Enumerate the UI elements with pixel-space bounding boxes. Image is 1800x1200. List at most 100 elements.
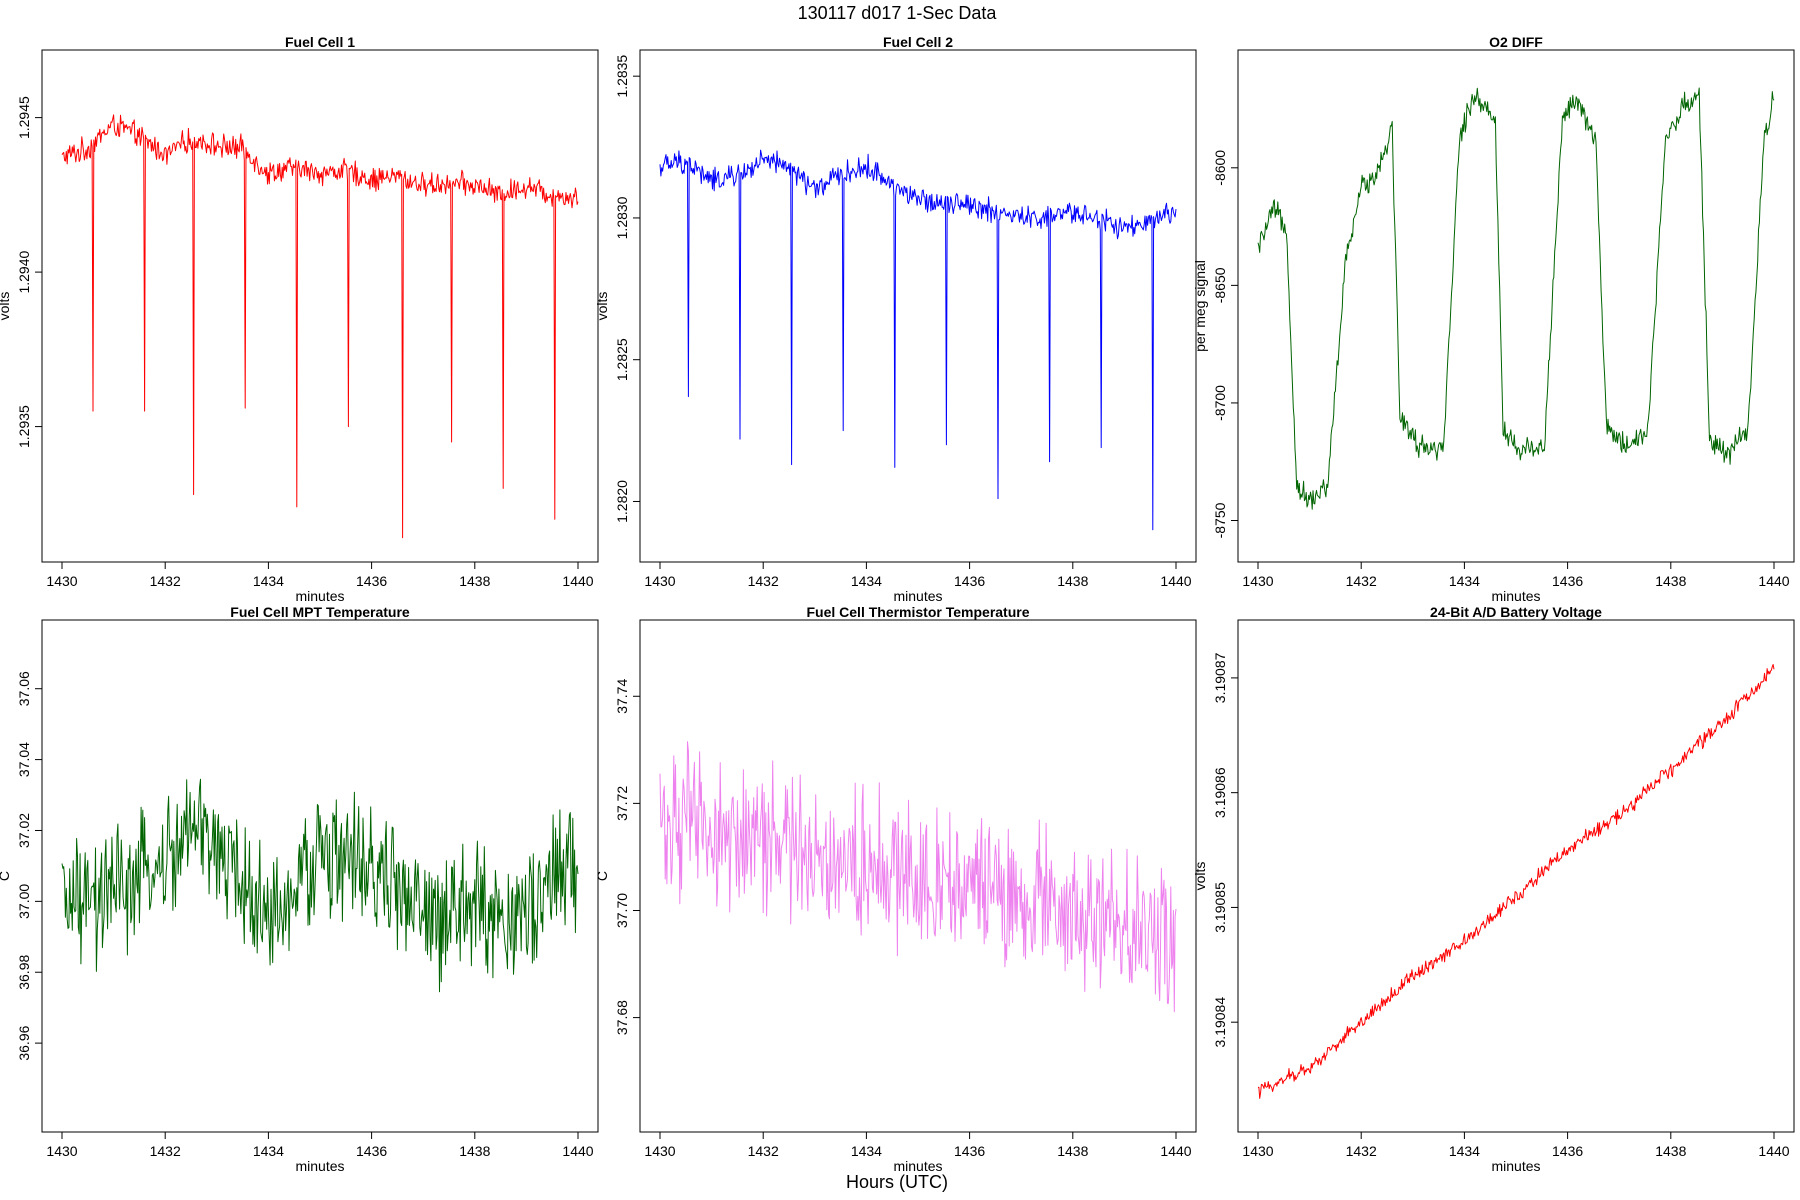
- series-line: [659, 741, 1177, 1013]
- x-axis: 1430 1432 1434 1436 1438 1440 minutes: [1242, 561, 1790, 604]
- x-tick-label: 1440: [1160, 1143, 1191, 1159]
- x-tick-label: 1438: [1057, 1143, 1088, 1159]
- y-tick-label: -8700: [1212, 385, 1228, 421]
- chart-title: Fuel Cell Thermistor Temperature: [806, 604, 1029, 620]
- series-line: [61, 114, 579, 539]
- x-tick-label: 1434: [253, 1143, 284, 1159]
- y-tick-label: 37.70: [614, 893, 630, 928]
- series-line: [659, 149, 1177, 531]
- series-line: [61, 778, 579, 993]
- x-tick-label: 1436: [1552, 573, 1583, 589]
- x-tick-label: 1438: [459, 573, 490, 589]
- panel-grid: Fuel Cell 1 1430 1432 1434 1436 1438 1440 minut…: [0, 34, 1795, 1174]
- x-axis-label: minutes: [1491, 588, 1540, 604]
- chart-panel: Fuel Cell 2 1430 1432 1434 1436 1438 1440 minut…: [594, 34, 1197, 604]
- y-tick-label: 3.19086: [1212, 767, 1228, 818]
- x-tick-label: 1440: [1160, 573, 1191, 589]
- series-line: [1257, 664, 1775, 1099]
- y-tick-label: 37.74: [614, 679, 630, 714]
- x-tick-label: 1434: [1449, 1143, 1480, 1159]
- x-tick-label: 1436: [954, 1143, 985, 1159]
- plot-frame: [1237, 619, 1795, 1133]
- chart-panel: Fuel Cell 1 1430 1432 1434 1436 1438 1440 minut…: [0, 34, 599, 604]
- y-axis-label: C: [594, 871, 610, 881]
- y-tick-label: 1.2935: [16, 405, 32, 448]
- y-tick-label: 37.68: [614, 1000, 630, 1035]
- y-tick-label: 36.98: [16, 955, 32, 990]
- chart-panel: O2 DIFF 1430 1432 1434 1436 1438 1440 minutes -8…: [1192, 34, 1795, 604]
- x-axis: 1430 1432 1434 1436 1438 1440 minutes: [46, 1131, 594, 1174]
- y-tick-label: 36.96: [16, 1025, 32, 1060]
- x-tick-label: 1434: [1449, 573, 1480, 589]
- x-axis-label: minutes: [295, 588, 344, 604]
- y-axis-label: per meg signal: [1192, 260, 1208, 352]
- chart-panel: 24-Bit A/D Battery Voltage 1430 1432 1434 14…: [1192, 604, 1795, 1174]
- y-tick-label: -8750: [1212, 502, 1228, 538]
- y-tick-label: 3.19087: [1212, 652, 1228, 703]
- y-tick-label: 1.2835: [614, 55, 630, 98]
- x-tick-label: 1438: [1655, 573, 1686, 589]
- x-tick-label: 1436: [356, 573, 387, 589]
- y-axis: -8750 -8700 -8650 -8600 per meg signal: [1192, 150, 1239, 538]
- x-tick-label: 1432: [150, 573, 181, 589]
- series-line: [1257, 87, 1775, 510]
- x-tick-label: 1434: [851, 573, 882, 589]
- x-tick-label: 1436: [954, 573, 985, 589]
- y-tick-label: -8600: [1212, 150, 1228, 186]
- plot-frame: [639, 49, 1197, 563]
- y-tick-label: 1.2825: [614, 338, 630, 381]
- x-axis: 1430 1432 1434 1436 1438 1440 minutes: [644, 561, 1192, 604]
- y-axis: 3.19084 3.19085 3.19086 3.19087 volts: [1192, 652, 1239, 1048]
- y-axis: 1.2820 1.2825 1.2830 1.2835 volts: [594, 55, 641, 523]
- y-tick-label: 3.19084: [1212, 997, 1228, 1048]
- y-axis-label: volts: [594, 292, 610, 321]
- x-axis-label: minutes: [893, 1158, 942, 1174]
- y-axis: 36.96 36.98 37.00 37.02 37.04 37.06 C: [0, 671, 43, 1061]
- x-axis: 1430 1432 1434 1436 1438 1440 minutes: [46, 561, 594, 604]
- x-tick-label: 1440: [1758, 573, 1789, 589]
- x-tick-label: 1432: [1346, 1143, 1377, 1159]
- x-tick-label: 1432: [150, 1143, 181, 1159]
- x-axis-label: minutes: [893, 588, 942, 604]
- y-tick-label: 37.04: [16, 742, 32, 777]
- plot-frame: [41, 619, 599, 1133]
- x-tick-label: 1438: [459, 1143, 490, 1159]
- y-axis-label: C: [0, 871, 12, 881]
- y-tick-label: 1.2940: [16, 250, 32, 293]
- x-tick-label: 1432: [1346, 573, 1377, 589]
- y-axis-label: volts: [1192, 862, 1208, 891]
- y-tick-label: 37.00: [16, 884, 32, 919]
- x-tick-label: 1440: [562, 1143, 593, 1159]
- x-tick-label: 1432: [748, 1143, 779, 1159]
- x-tick-label: 1430: [644, 1143, 675, 1159]
- chart-title: Fuel Cell 2: [883, 34, 953, 50]
- x-axis-label: minutes: [295, 1158, 344, 1174]
- x-tick-label: 1436: [356, 1143, 387, 1159]
- x-tick-label: 1430: [46, 1143, 77, 1159]
- chart-title: Fuel Cell MPT Temperature: [230, 604, 410, 620]
- x-tick-label: 1430: [1242, 573, 1273, 589]
- x-tick-label: 1440: [562, 573, 593, 589]
- y-tick-label: 1.2945: [16, 96, 32, 139]
- x-tick-label: 1438: [1057, 573, 1088, 589]
- x-tick-label: 1434: [253, 573, 284, 589]
- y-tick-label: -8650: [1212, 267, 1228, 303]
- chart-title: 24-Bit A/D Battery Voltage: [1430, 604, 1602, 620]
- chart-title: O2 DIFF: [1489, 34, 1543, 50]
- x-tick-label: 1430: [644, 573, 675, 589]
- y-axis-label: volts: [0, 292, 12, 321]
- x-axis: 1430 1432 1434 1436 1438 1440 minutes: [644, 1131, 1192, 1174]
- x-tick-label: 1430: [46, 573, 77, 589]
- y-tick-label: 37.02: [16, 813, 32, 848]
- chart-title: Fuel Cell 1: [285, 34, 355, 50]
- x-axis-label: minutes: [1491, 1158, 1540, 1174]
- x-tick-label: 1440: [1758, 1143, 1789, 1159]
- x-axis-footer-label: Hours (UTC): [846, 1172, 948, 1192]
- y-axis: 1.2935 1.2940 1.2945 volts: [0, 96, 43, 448]
- x-tick-label: 1430: [1242, 1143, 1273, 1159]
- chart-panel: Fuel Cell Thermistor Temperature 1430 1432…: [594, 604, 1197, 1174]
- x-tick-label: 1432: [748, 573, 779, 589]
- plot-frame: [639, 619, 1197, 1133]
- y-tick-label: 37.06: [16, 671, 32, 706]
